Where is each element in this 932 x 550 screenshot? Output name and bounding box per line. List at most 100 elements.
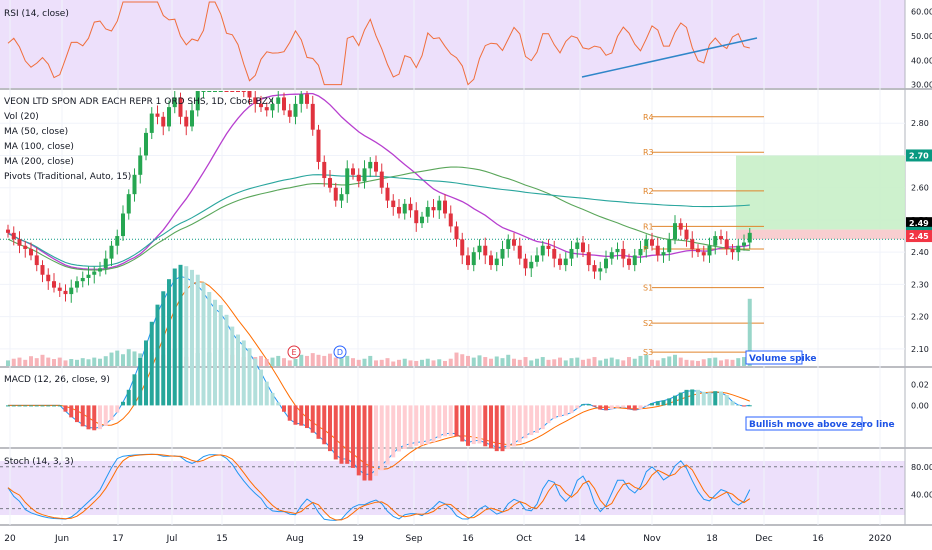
volume-bar xyxy=(604,358,608,366)
volume-bar xyxy=(69,359,74,366)
volume-bar xyxy=(730,359,735,366)
candle-body xyxy=(690,239,695,249)
macd-histogram-bar xyxy=(448,405,453,436)
macd-histogram-bar xyxy=(730,401,735,406)
macd-histogram-bar xyxy=(500,405,505,452)
candle-body xyxy=(713,236,718,246)
candle-body xyxy=(632,255,637,266)
volume-bar xyxy=(477,355,482,366)
candle-body xyxy=(563,258,568,266)
volume-bar xyxy=(696,360,700,366)
macd-histogram-bar xyxy=(80,405,85,427)
volume-bar xyxy=(655,360,660,366)
candle-body xyxy=(742,242,746,246)
macd-histogram-bar xyxy=(374,405,378,476)
macd-histogram-bar xyxy=(615,405,620,408)
rsi-tick-label: 50.00 xyxy=(911,32,932,41)
candle-body xyxy=(293,103,298,117)
macd-histogram-bar xyxy=(673,395,677,406)
candle-body xyxy=(144,132,148,156)
volume-bar xyxy=(121,354,125,366)
macd-histogram-bar xyxy=(385,405,390,465)
macd-histogram-bar xyxy=(644,405,649,407)
candle-body xyxy=(333,187,338,201)
macd-histogram-bar xyxy=(707,392,712,406)
volume-bar xyxy=(362,358,367,366)
volume-bar xyxy=(333,357,338,366)
volume-bar xyxy=(540,357,545,366)
macd-histogram-bar xyxy=(230,326,235,406)
macd-histogram-bar xyxy=(287,405,292,421)
macd-histogram-bar xyxy=(420,405,424,446)
volume-bar xyxy=(92,357,97,366)
volume-bar xyxy=(126,349,131,366)
macd-histogram-bar xyxy=(466,405,470,446)
x-tick-label: 16 xyxy=(462,534,474,544)
candle-body xyxy=(535,255,539,262)
volume-bar xyxy=(385,358,390,366)
event-marker xyxy=(333,345,347,359)
volume-bar xyxy=(460,354,465,366)
macd-histogram-bar xyxy=(540,405,545,430)
macd-histogram-bar xyxy=(742,405,746,407)
rsi-tick-label: 30.00 xyxy=(911,81,932,90)
pivot-label: S1 xyxy=(643,284,653,293)
volume-bar xyxy=(293,359,298,366)
candle-body xyxy=(11,232,16,240)
candle-body xyxy=(138,155,143,175)
candle-body xyxy=(351,168,355,175)
candle-body xyxy=(667,239,672,253)
macd-histogram-bar xyxy=(149,321,154,406)
macd-histogram-bar xyxy=(345,405,350,464)
candle-body xyxy=(638,248,643,256)
volume-bar xyxy=(592,357,597,366)
volume-bar xyxy=(621,360,626,366)
candle-body xyxy=(109,245,114,259)
volume-bar xyxy=(57,357,62,366)
macd-histogram-bar xyxy=(546,405,551,424)
x-tick-label: 16 xyxy=(812,534,824,544)
x-tick-label: Jul xyxy=(166,534,178,544)
macd-tick-label: 0.00 xyxy=(911,401,929,410)
candle-body xyxy=(385,187,390,201)
macd-histogram-bar xyxy=(609,405,614,410)
x-tick-label: 17 xyxy=(112,534,123,544)
volume-bar xyxy=(684,359,689,366)
candle-body xyxy=(247,91,252,98)
candle-body xyxy=(431,207,436,211)
macd-histogram-bar xyxy=(454,405,459,437)
macd-histogram-bar xyxy=(259,369,263,406)
macd-histogram-bar xyxy=(517,405,522,443)
candle-body xyxy=(172,97,177,108)
candle-body xyxy=(224,91,229,92)
candle-body xyxy=(213,91,217,92)
volume-bar xyxy=(431,360,436,366)
volume-bar xyxy=(316,354,321,366)
candle-body xyxy=(190,110,194,127)
candle-body xyxy=(454,226,459,240)
candle-body xyxy=(368,161,373,169)
candle-body xyxy=(730,248,735,253)
volume-bar xyxy=(552,359,557,366)
candle-body xyxy=(201,91,206,92)
macd-histogram-bar xyxy=(115,405,120,413)
volume-bar xyxy=(299,354,304,366)
macd-histogram-bar xyxy=(121,401,125,406)
volume-bar xyxy=(34,358,39,366)
candle-body xyxy=(218,91,223,92)
pivot-label: R2 xyxy=(643,187,654,196)
candle-body xyxy=(443,200,447,214)
candle-body xyxy=(282,97,286,111)
volume-bar xyxy=(661,358,666,366)
macd-histogram-bar xyxy=(11,405,16,407)
macd-histogram-bar xyxy=(552,405,557,419)
macd-histogram-bar xyxy=(655,401,660,406)
candle-body xyxy=(523,258,528,269)
candle-body xyxy=(149,113,154,133)
macd-histogram-bar xyxy=(328,405,332,452)
volume-bar xyxy=(391,361,396,366)
candle-body xyxy=(707,245,712,256)
stoch-tick-label: 40.00 xyxy=(911,491,932,500)
candle-body xyxy=(98,268,102,272)
x-tick-label: 14 xyxy=(574,534,586,544)
